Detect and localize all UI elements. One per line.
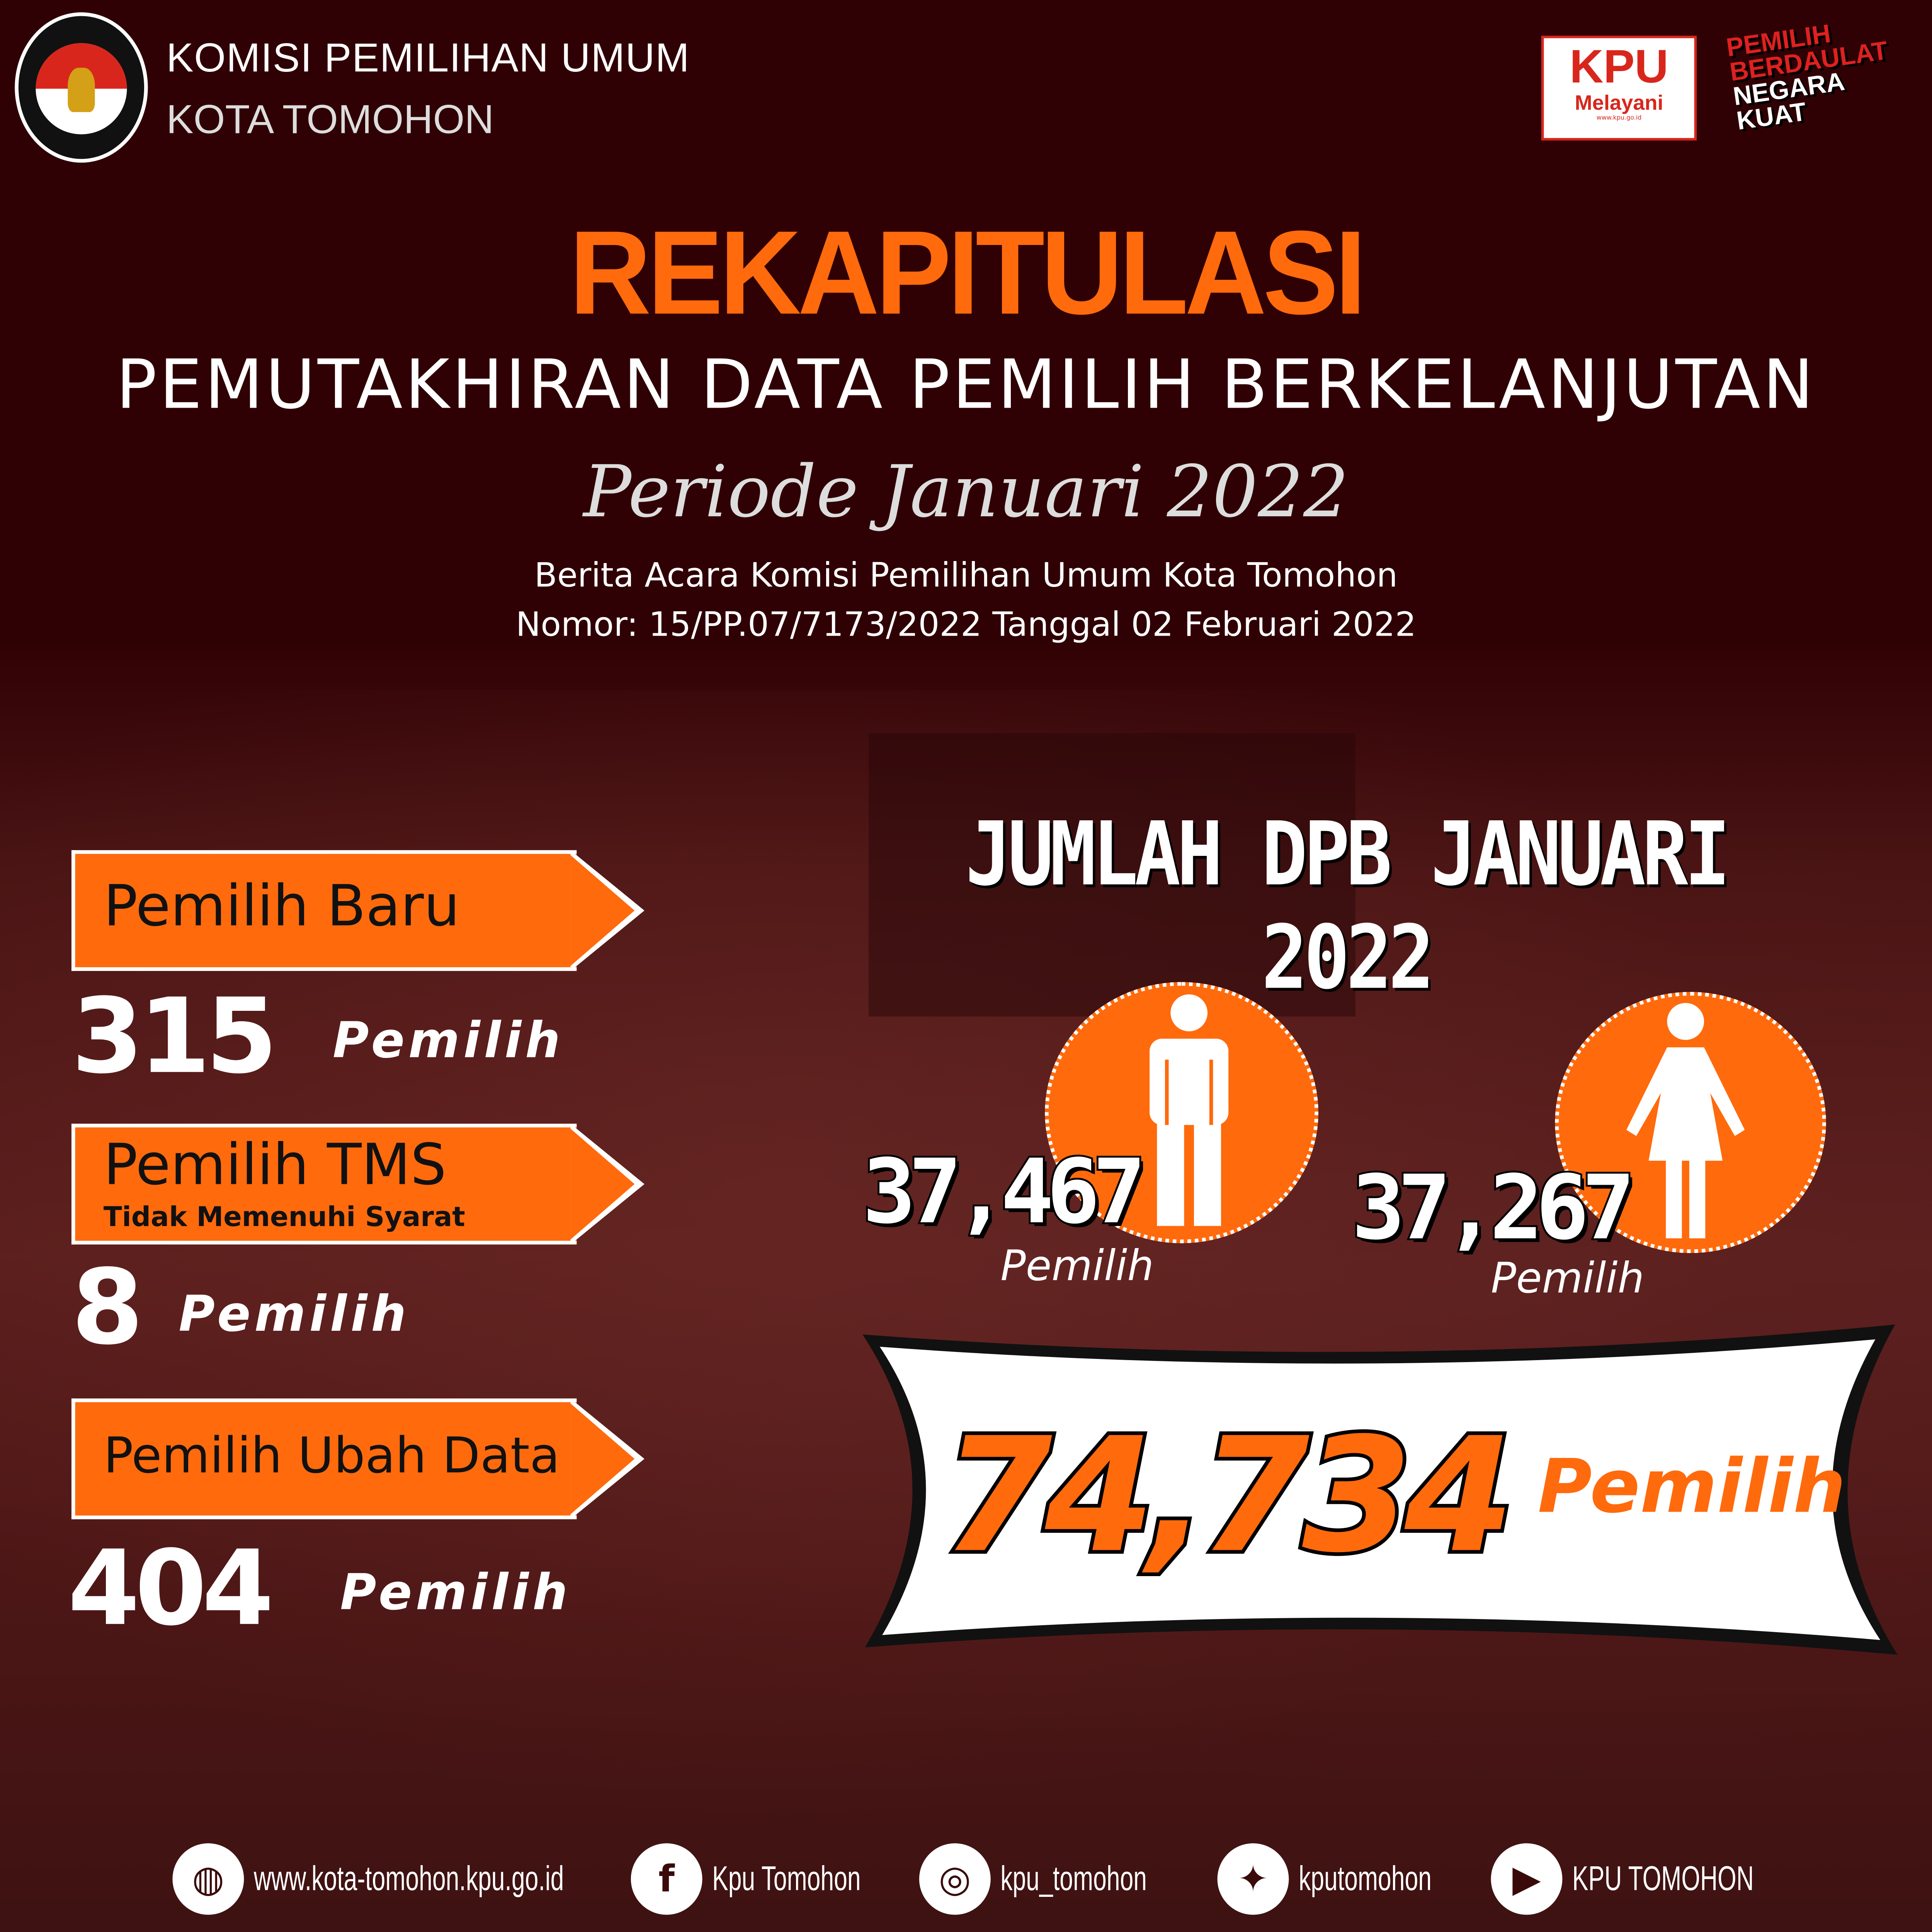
berita-acara-number: Nomor: 15/PP.07/7173/2022 Tanggal 02 Feb… bbox=[515, 606, 1417, 645]
badge-sub: Melayani bbox=[1575, 91, 1663, 115]
footer-text: www.kota-tomohon.kpu.go.id bbox=[253, 1859, 564, 1898]
footer-twitter[interactable]: ✦ kputomohon bbox=[1217, 1842, 1489, 1916]
stat-unit: Pemilih bbox=[179, 1286, 410, 1343]
twitter-icon: ✦ bbox=[1217, 1843, 1289, 1915]
subtitle: PEMUTAKHIRAN DATA PEMILIH BERKELANJUTAN bbox=[116, 345, 1816, 424]
female-unit: Pemilih bbox=[1491, 1254, 1645, 1304]
stat-value: 404 bbox=[68, 1528, 274, 1649]
berita-acara-line: Berita Acara Komisi Pemilihan Umum Kota … bbox=[534, 557, 1398, 595]
female-icon bbox=[1626, 1003, 1745, 1238]
footer-text: KPU TOMOHON bbox=[1572, 1859, 1754, 1898]
background-board bbox=[869, 733, 1355, 1017]
footer-instagram[interactable]: ◎ kpu_tomohon bbox=[919, 1842, 1210, 1916]
instagram-icon: ◎ bbox=[919, 1843, 991, 1915]
facebook-icon: f bbox=[631, 1843, 702, 1915]
footer-text: Kpu Tomohon bbox=[712, 1859, 861, 1898]
stat-unit: Pemilih bbox=[340, 1565, 571, 1622]
footer-text: kpu_tomohon bbox=[1000, 1859, 1147, 1898]
kpu-logo bbox=[15, 12, 148, 163]
total-unit: Pemilih bbox=[1537, 1444, 1846, 1531]
tag-sublabel: Tidak Memenuhi Syarat bbox=[103, 1202, 465, 1233]
dpb-heading: JUMLAH DPB JANUARI 2022 bbox=[965, 802, 1731, 1009]
slogan-logo: PEMILIH BERDAULAT NEGARA KUAT bbox=[1725, 10, 1928, 136]
tag-label: Pemilih Baru bbox=[103, 872, 460, 939]
stat-value: 315 bbox=[71, 976, 278, 1097]
male-icon bbox=[1150, 994, 1229, 1226]
org-name: KOMISI PEMILIHAN UMUM bbox=[166, 34, 690, 80]
period: Periode Januari 2022 bbox=[583, 449, 1349, 534]
male-unit: Pemilih bbox=[1000, 1242, 1154, 1291]
garuda-emblem bbox=[68, 68, 95, 112]
badge-main: KPU bbox=[1570, 42, 1668, 94]
youtube-icon: ▶ bbox=[1491, 1843, 1563, 1915]
badge-url: www.kpu.go.id bbox=[1596, 114, 1642, 122]
female-count: 37,267 bbox=[1350, 1154, 1637, 1261]
tag-pemilih-tms: Pemilih TMS Tidak Memenuhi Syarat bbox=[71, 1124, 651, 1245]
male-count: 37,467 bbox=[861, 1138, 1148, 1245]
total-banner bbox=[862, 1324, 1898, 1655]
footer-website[interactable]: ◍ www.kota-tomohon.kpu.go.id bbox=[172, 1842, 697, 1916]
tag-label: Pemilih Ubah Data bbox=[103, 1428, 560, 1485]
stat-unit: Pemilih bbox=[332, 1013, 564, 1070]
footer-text: kputomohon bbox=[1298, 1859, 1432, 1898]
city-name: KOTA TOMOHON bbox=[166, 96, 494, 142]
tag-pemilih-ubah-data: Pemilih Ubah Data bbox=[71, 1398, 651, 1519]
main-title: REKAPITULASI bbox=[569, 207, 1367, 340]
footer-facebook[interactable]: f Kpu Tomohon bbox=[631, 1842, 925, 1916]
stat-value: 8 bbox=[71, 1247, 144, 1368]
total-count: 74,734 bbox=[939, 1401, 1518, 1592]
kpu-melayani-badge: KPU Melayani www.kpu.go.id bbox=[1541, 36, 1697, 141]
tag-pemilih-baru: Pemilih Baru bbox=[71, 850, 651, 971]
globe-icon: ◍ bbox=[172, 1843, 244, 1915]
tag-label: Pemilih TMS bbox=[103, 1131, 447, 1198]
footer-youtube[interactable]: ▶ KPU TOMOHON bbox=[1491, 1842, 1832, 1916]
